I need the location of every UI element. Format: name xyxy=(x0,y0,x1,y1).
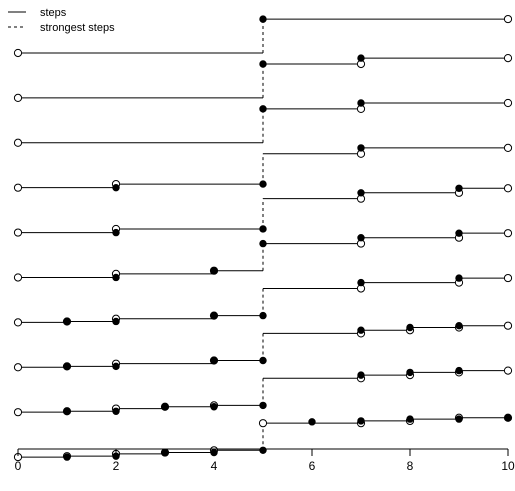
closed-point xyxy=(210,311,218,320)
closed-point xyxy=(357,278,365,287)
closed-point xyxy=(63,407,71,415)
step-series xyxy=(13,321,513,372)
open-point xyxy=(13,408,23,417)
legend-steps-label: steps xyxy=(40,7,67,19)
step-series xyxy=(13,98,513,147)
closed-point xyxy=(259,105,267,113)
step-series xyxy=(13,54,513,102)
closed-point xyxy=(63,317,71,326)
open-point xyxy=(13,318,23,327)
closed-point xyxy=(210,403,218,411)
closed-point xyxy=(112,407,120,415)
step-series xyxy=(13,143,513,192)
open-point xyxy=(503,273,513,283)
closed-point xyxy=(357,144,365,152)
step-series xyxy=(13,229,513,282)
closed-point xyxy=(259,15,267,23)
open-point xyxy=(13,93,23,102)
open-point xyxy=(13,138,23,147)
closed-point xyxy=(161,448,169,457)
step-series xyxy=(13,184,513,237)
step-series xyxy=(13,366,513,417)
legend-strongest-steps-label: strongest steps xyxy=(40,22,115,34)
legend: steps strongest steps xyxy=(8,7,115,34)
open-point xyxy=(13,273,23,282)
open-point xyxy=(503,184,513,193)
open-point xyxy=(503,54,513,63)
x-tick-label: 4 xyxy=(211,459,218,473)
closed-point xyxy=(210,267,218,275)
x-tick-label: 10 xyxy=(501,459,515,473)
closed-point xyxy=(357,99,365,107)
open-point xyxy=(503,14,513,24)
closed-point xyxy=(259,356,267,365)
closed-point xyxy=(112,362,120,371)
closed-point xyxy=(357,234,365,242)
open-point xyxy=(13,363,23,372)
step-series xyxy=(13,14,513,58)
closed-point xyxy=(308,418,316,426)
open-point xyxy=(13,183,23,192)
x-tick-label: 0 xyxy=(15,459,22,473)
closed-point xyxy=(259,311,267,320)
plot-area xyxy=(13,14,513,462)
closed-point xyxy=(112,183,120,192)
open-point xyxy=(258,419,268,428)
step-series xyxy=(13,273,513,327)
closed-point xyxy=(161,403,169,411)
closed-point xyxy=(259,239,267,248)
closed-point xyxy=(504,414,512,422)
closed-point xyxy=(455,184,463,192)
closed-point xyxy=(406,415,414,423)
open-point xyxy=(503,143,513,153)
open-point xyxy=(13,228,23,237)
step-series xyxy=(13,413,513,462)
closed-point xyxy=(259,446,267,454)
x-tick-label: 8 xyxy=(407,459,414,473)
open-point xyxy=(503,229,513,238)
closed-point xyxy=(112,273,120,282)
x-tick-label: 6 xyxy=(309,459,316,473)
closed-point xyxy=(406,368,414,377)
closed-point xyxy=(112,317,120,326)
closed-point xyxy=(210,356,218,365)
closed-point xyxy=(259,225,267,233)
closed-point xyxy=(259,180,267,188)
closed-point xyxy=(112,228,120,237)
closed-point xyxy=(357,189,365,197)
closed-point xyxy=(357,371,365,379)
closed-point xyxy=(357,326,365,334)
closed-point xyxy=(357,417,365,425)
closed-point xyxy=(455,366,463,375)
closed-point xyxy=(63,362,71,371)
closed-point xyxy=(455,274,463,282)
closed-point xyxy=(259,401,267,410)
open-point xyxy=(503,321,513,330)
open-point xyxy=(13,48,23,58)
closed-point xyxy=(455,229,463,237)
closed-point xyxy=(406,323,414,332)
open-point xyxy=(503,98,513,108)
closed-point xyxy=(357,54,365,62)
open-point xyxy=(503,366,513,375)
x-axis: 0 2 4 6 8 10 xyxy=(15,448,515,473)
closed-point xyxy=(259,60,267,68)
x-tick-label: 2 xyxy=(113,459,120,473)
closed-point xyxy=(455,415,463,423)
closed-point xyxy=(63,453,71,461)
closed-point xyxy=(455,321,463,330)
